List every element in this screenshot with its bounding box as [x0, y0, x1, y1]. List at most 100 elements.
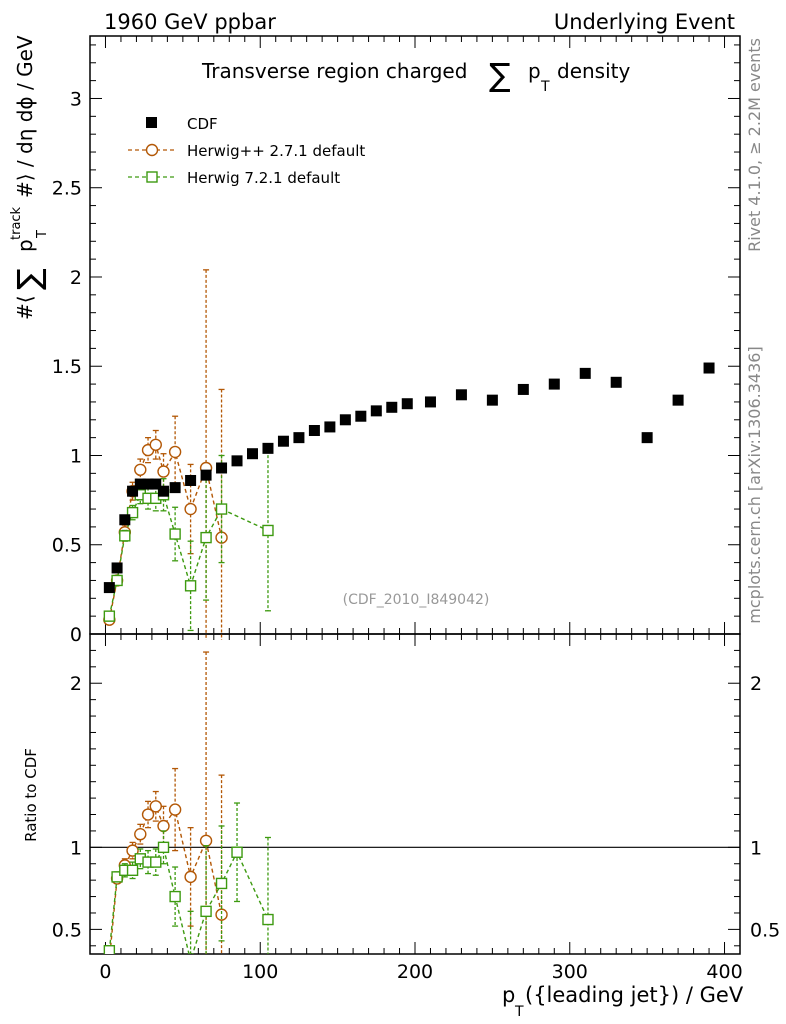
header-left: 1960 GeV ppbar	[104, 10, 276, 34]
xtick-label: 0	[99, 961, 111, 983]
cdf-main-point	[142, 478, 154, 490]
cdf-main-point	[401, 398, 413, 410]
herwigpp-ratio-point	[141, 808, 155, 821]
cdf-main-point	[134, 478, 146, 490]
ylabel-sub: T	[35, 230, 50, 239]
herwig7-main-point	[215, 503, 228, 515]
cdf-main-point	[308, 425, 320, 437]
ylabel-sup: track	[9, 206, 24, 240]
cdf-main-point	[517, 383, 529, 395]
main-ylabel: #⟨ ∑ p track T #⟩ / dη dϕ / GeV	[9, 35, 50, 320]
legend-cdf-marker	[146, 117, 157, 128]
herwigpp-main-point	[168, 445, 182, 459]
cdf-main-point	[324, 421, 336, 433]
cdf-main-point	[455, 389, 467, 401]
ratio-data-layer	[103, 651, 274, 966]
rivet-label: Rivet 4.1.0, ≥ 2.2M events	[745, 38, 764, 252]
title-density: density	[557, 59, 630, 83]
ylabel-open: #⟨	[13, 295, 37, 320]
herwigpp-ratio-point	[184, 870, 197, 884]
ylabel-p: p	[13, 239, 37, 252]
herwig7-main-point	[126, 506, 139, 519]
xtick-label: 200	[397, 961, 433, 983]
main-ytick-label: 1.5	[52, 356, 82, 378]
xtick-label: 300	[552, 961, 588, 983]
herwigpp-main-point	[134, 463, 147, 476]
cdf-main-point	[277, 435, 289, 447]
ratio-ytick-label: 0.5	[52, 919, 82, 941]
xlabel-sub: T	[514, 1004, 524, 1020]
cdf-main-point	[548, 378, 560, 390]
xlabel-p: p	[502, 983, 515, 1007]
herwigpp-ratio-point	[157, 819, 170, 833]
herwig7-main-point	[200, 531, 212, 544]
main-ytick-label: 1	[70, 445, 82, 467]
herwigpp-ratio-point	[199, 834, 213, 847]
cdf-main-point	[169, 482, 181, 494]
herwig7-main-point	[103, 610, 116, 622]
main-ytick-label: 0	[70, 624, 82, 646]
ratio-axis-ticks: 0 100 200 300 400 0.5 0.5 1 1 2 2	[52, 634, 780, 983]
herwigpp-ratio-point	[134, 828, 147, 841]
main-ytick-label: 3	[70, 88, 82, 110]
herwigpp-ratio-series	[109, 651, 228, 954]
cdf-main-point	[150, 478, 162, 490]
cdf-main-point	[119, 514, 131, 526]
herwig7-ratio-series	[103, 802, 274, 966]
cdf-main-point	[127, 485, 139, 497]
herwigpp-ratio-point	[149, 800, 162, 813]
analysis-watermark: (CDF_2010_I849042)	[343, 592, 490, 608]
herwig7-ratio-point	[169, 890, 181, 903]
xtick-label: 100	[242, 961, 278, 983]
herwig7-ratio-point	[215, 877, 228, 890]
title-sub-t: T	[540, 79, 550, 95]
ratio-ytick-label-right: 0.5	[750, 919, 780, 941]
cdf-main-point	[386, 401, 398, 413]
herwig7-ratio-point	[262, 913, 274, 926]
ylabel-sum: ∑	[10, 268, 48, 290]
legend: CDF Herwig++ 2.7.1 default Herwig 7.2.1 …	[128, 115, 365, 187]
main-axis-ticks: 0 0.5 1 1.5 2 2.5 3	[52, 36, 741, 646]
herwig7-ratio-point	[200, 905, 212, 918]
herwig7-main-point	[111, 574, 123, 587]
legend-herwigpp-label: Herwig++ 2.7.1 default	[187, 142, 365, 160]
main-data-layer	[103, 269, 715, 640]
herwig7-ratio-point	[126, 864, 139, 877]
cdf-main-point	[185, 474, 197, 486]
herwigpp-ratio-line	[109, 805, 223, 954]
chart-title: Transverse region charged ∑ p T density	[201, 56, 630, 95]
legend-herwigpp-marker	[145, 143, 159, 157]
ratio-ytick-label: 1	[70, 837, 82, 859]
legend-herwig7-marker	[146, 171, 158, 183]
cdf-main-point	[158, 485, 170, 497]
cdf-main-point	[293, 432, 305, 444]
herwig7-ratio-point	[186, 956, 196, 966]
mcplots-label: mcplots.cern.ch [arXiv:1306.3436]	[745, 346, 764, 623]
cdf-main-point	[424, 396, 436, 408]
herwig7-main-point	[184, 580, 197, 592]
cdf-main-point	[216, 462, 228, 474]
cdf-main-point	[703, 362, 715, 374]
herwig7-ratio-point	[157, 841, 170, 854]
cdf-main-point	[610, 376, 622, 388]
title-sum-symbol: ∑	[489, 56, 511, 94]
main-ytick-label: 2.5	[52, 178, 82, 200]
herwig7-ratio-point	[231, 846, 243, 858]
ratio-ytick-label: 2	[70, 673, 82, 695]
herwigpp-ratio-point	[215, 908, 228, 921]
cdf-main-point	[262, 442, 274, 454]
legend-herwig7-label: Herwig 7.2.1 default	[187, 169, 340, 187]
cdf-main-point	[579, 367, 591, 379]
herwig7-ratio-point	[150, 856, 162, 868]
herwigpp-main-point	[184, 502, 197, 516]
header-right: Underlying Event	[554, 10, 735, 34]
ratio-ytick-label-right: 1	[750, 837, 762, 859]
cdf-main-point	[247, 448, 258, 460]
cdf-main-point	[672, 394, 684, 406]
title-p: p	[528, 59, 541, 83]
cdf-main-series	[103, 362, 715, 594]
cdf-main-point	[641, 432, 653, 444]
main-ytick-label: 0.5	[52, 535, 82, 557]
herwigpp-ratio-point	[168, 803, 182, 816]
